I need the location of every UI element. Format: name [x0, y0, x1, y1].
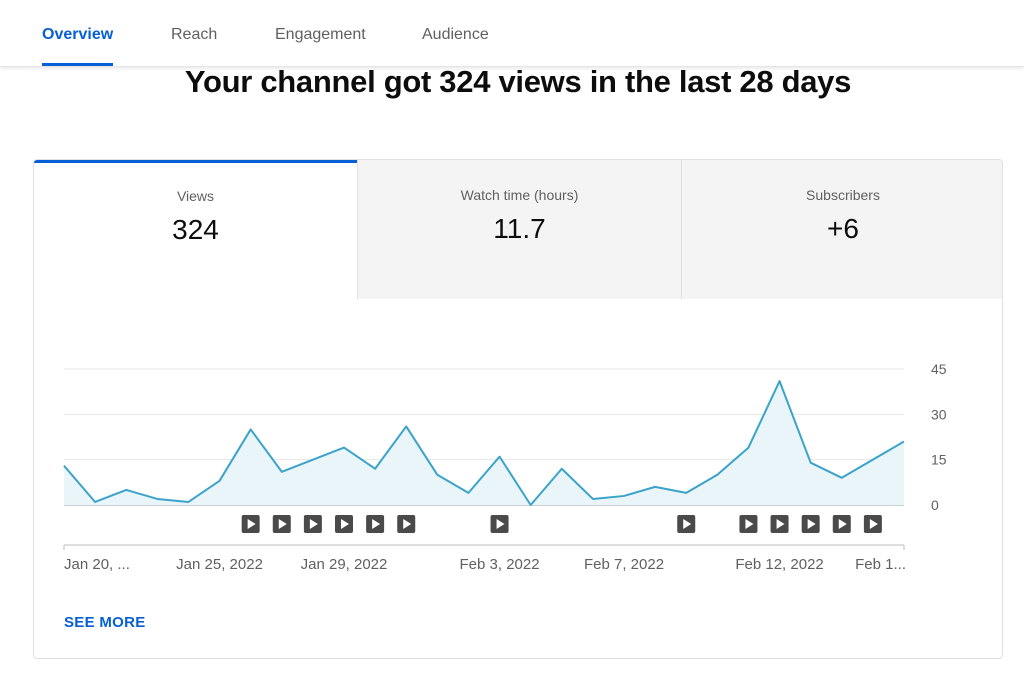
see-more-link[interactable]: SEE MORE	[64, 614, 146, 631]
metric-label: Subscribers	[806, 187, 880, 203]
x-tick-label: Feb 1...	[855, 556, 906, 573]
views-chart: 0 15 30 45 Jan 20, ... Jan 25, 2022 Jan 29, 20…	[63, 361, 947, 573]
video-marker-icon[interactable]	[366, 515, 385, 533]
video-marker-icon[interactable]	[490, 515, 509, 533]
x-tick-label: Feb 7, 2022	[584, 556, 664, 573]
video-marker-icon[interactable]	[397, 515, 416, 533]
tab-audience[interactable]: Audience	[422, 26, 489, 43]
metric-value: 324	[172, 214, 219, 245]
metric-tab-views[interactable]: Views 324	[34, 160, 357, 299]
video-marker-icon[interactable]	[241, 515, 260, 533]
video-marker-icon[interactable]	[863, 515, 882, 533]
page-title: Your channel got 324 views in the last 2…	[184, 64, 852, 99]
x-tick-label: Feb 12, 2022	[735, 556, 823, 573]
y-tick-label: 45	[931, 361, 947, 377]
video-marker-icon[interactable]	[677, 515, 696, 533]
video-marker-icon[interactable]	[335, 515, 353, 533]
video-marker-icon[interactable]	[303, 515, 322, 533]
y-tick-label: 0	[931, 497, 939, 513]
video-marker-icon[interactable]	[272, 515, 291, 533]
video-marker-icon[interactable]	[770, 515, 789, 533]
video-marker-icon[interactable]	[801, 515, 820, 533]
x-tick-label: Jan 29, 2022	[301, 556, 388, 573]
x-tick-label: Feb 3, 2022	[460, 556, 540, 573]
metric-value: 11.7	[493, 213, 546, 244]
y-tick-label: 30	[931, 406, 947, 422]
metric-label: Watch time (hours)	[460, 187, 579, 203]
metric-label: Views	[176, 188, 215, 204]
analytics-card: Views 324 Watch time (hours) 11.7 Subscr…	[33, 159, 1003, 659]
x-tick-label: Jan 25, 2022	[176, 556, 263, 573]
views-area	[64, 381, 904, 505]
metric-tab-watch-time[interactable]: Watch time (hours) 11.7	[357, 160, 681, 299]
metric-value: +6	[827, 213, 859, 244]
views-line	[63, 380, 905, 506]
metric-tab-subscribers[interactable]: Subscribers +6	[681, 160, 1002, 299]
y-tick-label: 15	[931, 452, 947, 468]
tab-bar: Overview Reach Engagement Audience	[0, 0, 1024, 67]
video-marker-icon[interactable]	[739, 515, 758, 533]
tab-reach[interactable]: Reach	[171, 26, 218, 43]
x-tick-label: Jan 20, ...	[64, 556, 130, 573]
tab-engagement[interactable]: Engagement	[275, 26, 366, 43]
video-marker-icon[interactable]	[832, 515, 851, 533]
tab-overview[interactable]: Overview	[42, 26, 114, 66]
